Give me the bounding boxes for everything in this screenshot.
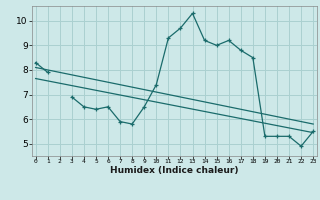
X-axis label: Humidex (Indice chaleur): Humidex (Indice chaleur) — [110, 166, 239, 175]
